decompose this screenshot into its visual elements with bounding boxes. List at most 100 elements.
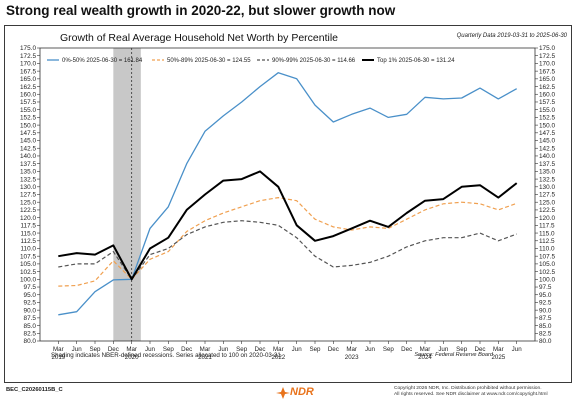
y-tick-label-right: 162.5 [539,84,555,91]
y-tick-label-right: 137.5 [539,161,555,168]
x-tick-label: Dec [401,346,412,353]
y-tick-label-left: 140.0 [20,153,36,160]
y-tick-label-left: 145.0 [20,138,36,145]
y-tick-label-left: 125.0 [20,199,36,206]
year-label: 2020 [125,354,139,361]
legend-label-1: 0%-50% 2025-06-30 = 161.84 [62,58,143,64]
y-tick-label-left: 150.0 [20,122,36,129]
y-tick-label-left: 165.0 [20,76,36,83]
y-tick-label-left: 110.0 [20,246,36,253]
series-line-4 [58,170,518,281]
x-tick-label: Mar [53,346,64,353]
y-tick-label-left: 142.5 [20,145,36,152]
recession-note: Shading indicates NBER-defined recession… [51,352,281,359]
y-tick-label-left: 135.0 [20,169,36,176]
y-tick-label-right: 135.0 [539,169,555,176]
x-tick-label: Mar [493,346,504,353]
y-tick-label-left: 82.5 [24,330,37,337]
y-tick-label-right: 92.5 [539,300,552,307]
y-tick-label-right: 145.0 [539,138,555,145]
y-tick-label-left: 117.5 [20,223,36,230]
y-tick-label-right: 147.5 [539,130,555,137]
y-tick-label-left: 162.5 [20,84,36,91]
y-tick-label-right: 110.0 [539,246,555,253]
y-tick-label-right: 120.0 [539,215,555,222]
y-tick-label-right: 125.0 [539,199,555,206]
x-tick-label: Jun [292,346,303,353]
year-label: 2023 [345,354,359,361]
y-tick-label-left: 137.5 [20,161,36,168]
x-tick-label: Sep [456,346,468,353]
period-note: Quarterly Data 2019-03-31 to 2025-06-30 [457,33,568,39]
y-tick-label-right: 155.0 [539,107,555,114]
year-label: 2022 [271,354,285,361]
y-tick-label-left: 132.5 [20,176,36,183]
y-tick-label-left: 107.5 [20,253,36,260]
y-tick-label-right: 157.5 [539,99,555,106]
y-tick-label-left: 115.0 [20,230,36,237]
y-tick-label-left: 112.5 [20,238,36,245]
x-tick-label: Jun [512,346,523,353]
x-tick-label: Sep [383,346,395,353]
y-tick-label-right: 150.0 [539,122,555,129]
x-tick-label: Mar [420,346,431,353]
x-tick-label: Dec [328,346,339,353]
x-tick-label: Jun [438,346,449,353]
y-tick-label-right: 127.5 [539,192,555,199]
y-tick-label-left: 80.0 [24,338,37,345]
chart-frame: 80.0 80.0 82.5 82.5 85.0 85.0 87.5 87.5 90.0 90.0… [4,25,572,383]
y-tick-label-left: 155.0 [20,107,36,114]
x-tick-label: Dec [181,346,192,353]
x-tick-label: Sep [163,346,175,353]
x-tick-label: Jun [218,346,229,353]
y-tick-label-right: 130.0 [539,184,555,191]
y-tick-label-left: 120.0 [20,215,36,222]
year-label: 2019 [51,354,65,361]
y-tick-label-right: 152.5 [539,115,555,122]
x-tick-label: Sep [309,346,321,353]
y-tick-label-right: 122.5 [539,207,555,214]
x-tick-label: Jun [145,346,156,353]
y-tick-label-left: 90.0 [24,307,37,314]
y-tick-label-right: 85.0 [539,323,552,330]
ndr-logo-text: NDR [290,386,314,398]
y-tick-label-right: 80.0 [539,338,552,345]
x-tick-label: Mar [273,346,284,353]
x-tick-label: Mar [200,346,211,353]
legend-label-3: 90%-99% 2025-06-30 = 114.66 [272,58,356,64]
copyright: Copyright 2026 NDR, Inc. Distribution pr… [394,386,548,399]
x-tick-label: Dec [474,346,485,353]
plot-border [39,47,536,342]
ndr-logo-icon [276,387,290,399]
y-tick-label-left: 157.5 [20,99,36,106]
x-tick-label: Mar [346,346,357,353]
x-tick-label: Mar [126,346,137,353]
y-tick-label-right: 87.5 [539,315,552,322]
y-tick-label-right: 90.0 [539,307,552,314]
year-label: 2025 [491,354,505,361]
y-tick-label-right: 170.0 [539,61,555,68]
legend-label-2: 50%-89% 2025-06-30 = 124.55 [167,58,251,64]
y-tick-label-left: 105.0 [20,261,36,268]
y-tick-label-left: 127.5 [20,192,36,199]
y-tick-label-left: 85.0 [24,323,37,330]
y-tick-label-left: 160.0 [20,91,36,98]
y-tick-label-right: 132.5 [539,176,555,183]
y-tick-label-right: 160.0 [539,91,555,98]
y-tick-label-right: 172.5 [539,53,555,60]
y-tick-label-right: 165.0 [539,76,555,83]
recession-shading [113,48,141,341]
y-tick-label-right: 117.5 [539,223,555,230]
x-tick-label: Dec [108,346,119,353]
y-tick-label-right: 82.5 [539,330,552,337]
y-tick-label-right: 100.0 [539,277,555,284]
x-tick-label: Sep [89,346,101,353]
legend-label-4: Top 1% 2025-06-30 = 131.24 [377,58,455,64]
chart-svg: 80.0 80.082.5 82.585.0 85.087.5 87.590.0 90.0… [20,32,568,361]
y-tick-label-left: 95.0 [24,292,37,299]
y-tick-label-right: 95.0 [539,292,552,299]
y-tick-label-right: 112.5 [539,238,555,245]
y-tick-label-left: 122.5 [20,207,36,214]
copyright-line-1: Copyright 2026 NDR, Inc. Distribution pr… [394,386,542,391]
y-tick-label-left: 172.5 [20,53,36,60]
